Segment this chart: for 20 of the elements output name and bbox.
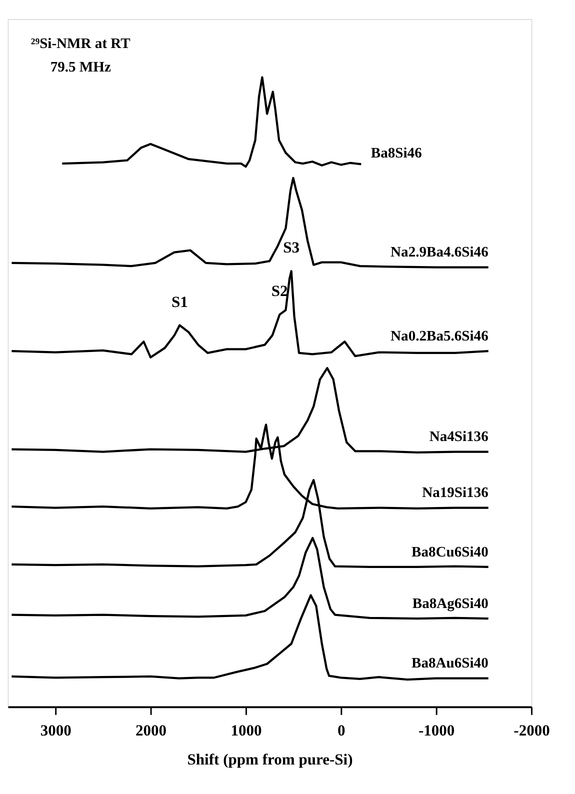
- x-tick-label: -2000: [514, 722, 550, 740]
- series-label: Ba8Au6Si40: [412, 656, 488, 672]
- series-label: Na19Si136: [422, 485, 488, 502]
- series-label: Ba8Si46: [370, 145, 422, 162]
- x-tick-label: 1000: [230, 722, 262, 740]
- series-label: Na0.2Ba5.6Si46: [390, 328, 488, 344]
- annotation: S1: [171, 294, 188, 311]
- series-label: Ba8Ag6Si40: [412, 596, 488, 612]
- text: 79.5 MHz: [50, 59, 112, 76]
- x-tick-label: 2000: [136, 722, 167, 740]
- x-axis-title: Shift (ppm from pure-Si): [187, 751, 353, 768]
- x-tick-label: 3000: [40, 722, 72, 740]
- annotation: S2: [271, 283, 288, 300]
- series-label: Ba8Cu6Si40: [412, 544, 488, 560]
- x-tick-label: 0: [338, 722, 346, 740]
- series-label: Na2.9Ba4.6Si46: [390, 244, 488, 261]
- series-label: Na4Si136: [429, 429, 488, 446]
- text: ²⁹Si-NMR at RT: [30, 36, 131, 52]
- annotation: S3: [283, 240, 300, 257]
- x-tick-label: -1000: [418, 722, 455, 740]
